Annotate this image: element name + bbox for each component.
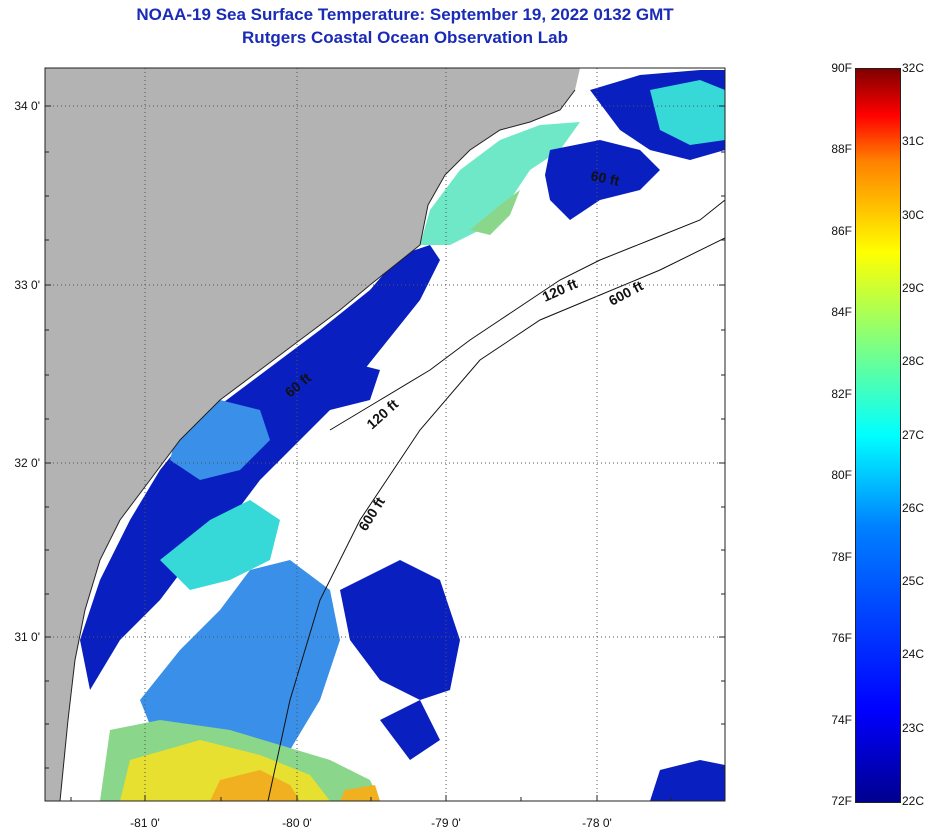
lat-label-31: 31 0' — [14, 630, 40, 644]
colorbar-c-tick: 32C — [902, 61, 925, 75]
colorbar-c-tick: 29C — [902, 280, 925, 295]
colorbar-c-tick: 25C — [902, 574, 925, 589]
colorbar-c-tick: 30C — [902, 207, 925, 222]
grid-lines — [45, 68, 725, 801]
coastline — [59, 89, 576, 801]
colorbar-f-tick: 88F — [831, 142, 852, 157]
colorbar-f-tick: 72F — [831, 794, 852, 808]
colorbar-f-tick: 86F — [831, 223, 852, 238]
colorbar-f-tick: 78F — [831, 549, 852, 564]
lon-label-78: -78 0' — [582, 816, 612, 830]
colorbar-c-tick: 22C — [902, 794, 925, 808]
colorbar-f-tick: 76F — [831, 631, 852, 646]
colorbar-f-tick: 82F — [831, 386, 852, 401]
colorbar-c-tick: 24C — [902, 647, 925, 662]
land-mass — [45, 68, 580, 801]
colorbar-c-tick: 31C — [902, 134, 925, 149]
lat-label-33: 33 0' — [14, 278, 40, 292]
lon-label-80: -80 0' — [282, 816, 312, 830]
lat-label-32: 32 0' — [14, 456, 40, 470]
colorbar-f-tick: 80F — [831, 468, 852, 483]
map-frame — [44, 67, 726, 802]
colorbar-c-tick: 27C — [902, 427, 925, 442]
colorbar-c-tick: 26C — [902, 500, 925, 515]
map-subtitle: Rutgers Coastal Ocean Observation Lab — [242, 28, 568, 47]
colorbar-c-tick: 28C — [902, 354, 925, 369]
lon-label-79: -79 0' — [431, 816, 461, 830]
map-title: NOAA-19 Sea Surface Temperature: Septemb… — [136, 5, 674, 24]
colorbar-f-tick: 74F — [831, 712, 852, 727]
lat-label-34: 34 0' — [14, 99, 40, 113]
lon-label-81: -81 0' — [130, 816, 160, 830]
temperature-colorbar — [855, 68, 901, 803]
contour-label-60ft-upper: 60 ft — [589, 167, 621, 189]
contour-120ft — [329, 199, 725, 431]
colorbar-f-tick: 84F — [831, 305, 852, 320]
axis-ticks — [45, 105, 725, 801]
colorbar-c-tick: 23C — [902, 720, 925, 735]
sst-data-layer — [65, 70, 725, 801]
colorbar-f-tick: 90F — [831, 61, 852, 75]
contour-600ft — [267, 237, 725, 801]
